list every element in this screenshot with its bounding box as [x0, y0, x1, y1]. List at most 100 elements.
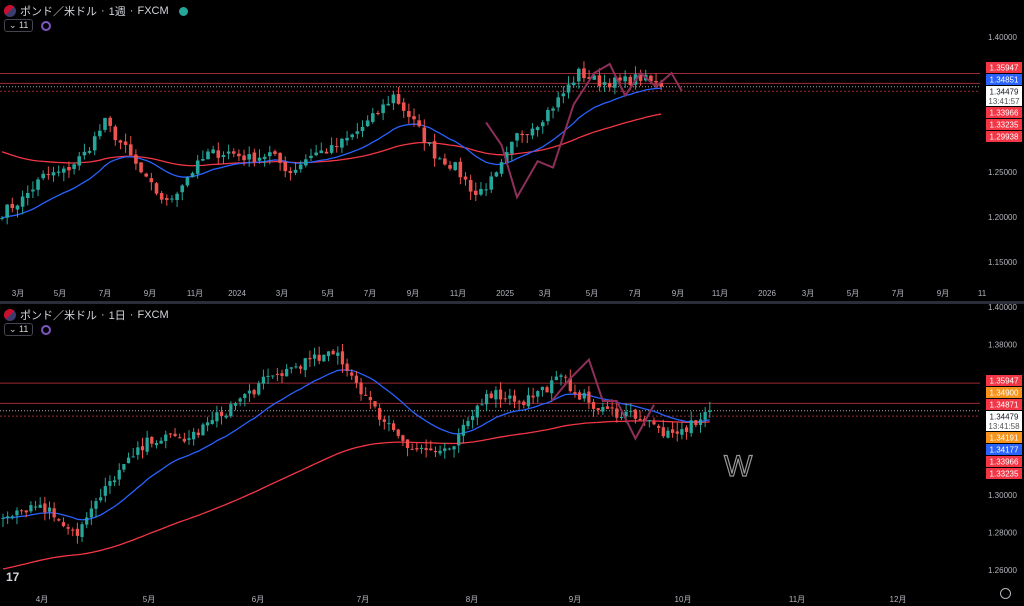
fast-moving-average-line — [2, 369, 710, 521]
candle-body — [99, 497, 103, 501]
weekly-chart-svg[interactable]: 1.40000 1.25000 1.20000 1.15000 3月 5月 7月 9月 11月 2… — [0, 0, 1024, 302]
price-label-bg — [986, 387, 1022, 398]
candle-body — [164, 434, 168, 442]
indicator-count: 11 — [19, 324, 29, 334]
candle-body — [308, 357, 312, 360]
candle-body — [368, 397, 372, 401]
candle-body — [118, 140, 123, 143]
candle-body — [261, 376, 266, 384]
candle-body — [92, 136, 97, 151]
candle-body — [25, 193, 30, 199]
candle-body — [103, 117, 107, 130]
candle-body — [80, 524, 84, 537]
candle-body — [438, 450, 442, 454]
candle-body — [271, 375, 275, 377]
candle-body — [36, 179, 40, 190]
candle-body — [623, 76, 627, 82]
candle-body — [466, 420, 470, 427]
candle-body — [405, 439, 410, 449]
y-axis-tick: 1.20000 — [988, 213, 1017, 222]
candle-body — [619, 417, 624, 419]
candle-body — [520, 133, 524, 136]
price-label: 1.29938 — [990, 133, 1019, 142]
candle-body — [422, 127, 427, 143]
candle-body — [226, 151, 231, 154]
candle-body — [498, 389, 503, 400]
candle-body — [33, 506, 38, 508]
daily-chart-svg[interactable]: 1.40000 1.38000 1.30000 1.28000 1.26000 4月 5月 6… — [0, 304, 1024, 606]
interval[interactable]: 1日 — [108, 310, 126, 322]
candle-body — [461, 424, 465, 436]
candle-body — [20, 196, 25, 207]
candle-body — [419, 447, 424, 450]
candle-body — [417, 120, 421, 127]
x-axis-tick: 3月 — [276, 289, 288, 298]
candle-body — [326, 351, 331, 357]
indicator-icon[interactable] — [41, 324, 52, 335]
settings-icon[interactable] — [1000, 588, 1011, 599]
candle-body — [10, 203, 15, 209]
source: FXCM — [137, 309, 169, 321]
candle-body — [128, 144, 133, 156]
candle-body — [216, 150, 221, 158]
chart-legend[interactable]: ポンド／米ドル · 1週 · FXCM — [4, 3, 188, 19]
x-axis-tick: 7月 — [357, 595, 369, 604]
price-label-bg — [986, 468, 1022, 479]
candle-body — [178, 437, 182, 439]
candle-body — [285, 368, 289, 377]
indicators-toggle[interactable]: ⌄ 11 — [4, 323, 34, 336]
interval[interactable]: 1週 — [108, 6, 126, 18]
candle-body — [159, 193, 164, 200]
candle-body — [229, 404, 233, 417]
candle-body — [457, 434, 461, 446]
x-axis-tick: 5月 — [847, 289, 859, 298]
candle-body — [515, 133, 519, 141]
indicators-toggle[interactable]: ⌄ 11 — [4, 19, 34, 32]
countdown-label: 13:41:57 — [988, 97, 1020, 106]
candle-body — [298, 164, 303, 170]
price-label-bg — [986, 444, 1022, 455]
fast-moving-average-line — [1, 87, 662, 219]
daily-chart-pane[interactable]: ポンド／米ドル · 1日 · FXCM ⌄ 11 1.40000 1.38000 1.3… — [0, 304, 1024, 606]
chart-legend[interactable]: ポンド／米ドル · 1日 · FXCM — [4, 307, 169, 323]
candle-body — [182, 438, 186, 442]
tradingview-logo[interactable]: 17 — [6, 570, 20, 584]
candle-body — [613, 77, 617, 88]
candle-body — [103, 486, 107, 496]
candle-body — [340, 351, 345, 365]
candle-body — [577, 392, 582, 400]
candle-body — [131, 456, 135, 458]
candle-body — [233, 403, 238, 406]
candle-body — [517, 401, 521, 403]
candle-body — [489, 393, 493, 399]
candle-body — [401, 102, 406, 111]
x-axis-tick: 9月 — [672, 289, 684, 298]
pane-separator[interactable] — [0, 301, 1024, 304]
candle-body — [437, 158, 442, 160]
x-axis-tick: 7月 — [99, 289, 111, 298]
x-axis-tick: 5月 — [54, 289, 66, 298]
symbol-name[interactable]: ポンド／米ドル — [20, 310, 97, 322]
candle-body — [224, 415, 228, 418]
y-axis-tick: 1.40000 — [988, 304, 1017, 312]
candle-body — [494, 172, 499, 177]
candle-body — [531, 395, 535, 398]
weekly-chart-pane[interactable]: ポンド／米ドル · 1週 · FXCM ⌄ 11 1.40000 1.25000 1.2… — [0, 0, 1024, 302]
candle-body — [596, 408, 600, 411]
candle-body — [206, 151, 210, 160]
candle-body — [170, 198, 174, 200]
indicator-icon[interactable] — [41, 20, 52, 31]
market-status-icon — [178, 6, 188, 16]
symbol-name[interactable]: ポンド／米ドル — [20, 6, 97, 18]
candle-body — [196, 432, 200, 436]
candle-body — [680, 429, 684, 435]
candle-body — [401, 435, 405, 441]
candle-body — [0, 217, 4, 219]
candle-body — [187, 438, 191, 440]
zigzag-drawing — [485, 62, 683, 200]
candle-body — [463, 176, 468, 180]
candle-body — [192, 431, 196, 440]
candle-body — [47, 507, 52, 512]
candle-body — [536, 391, 540, 397]
candle-body — [525, 134, 530, 136]
